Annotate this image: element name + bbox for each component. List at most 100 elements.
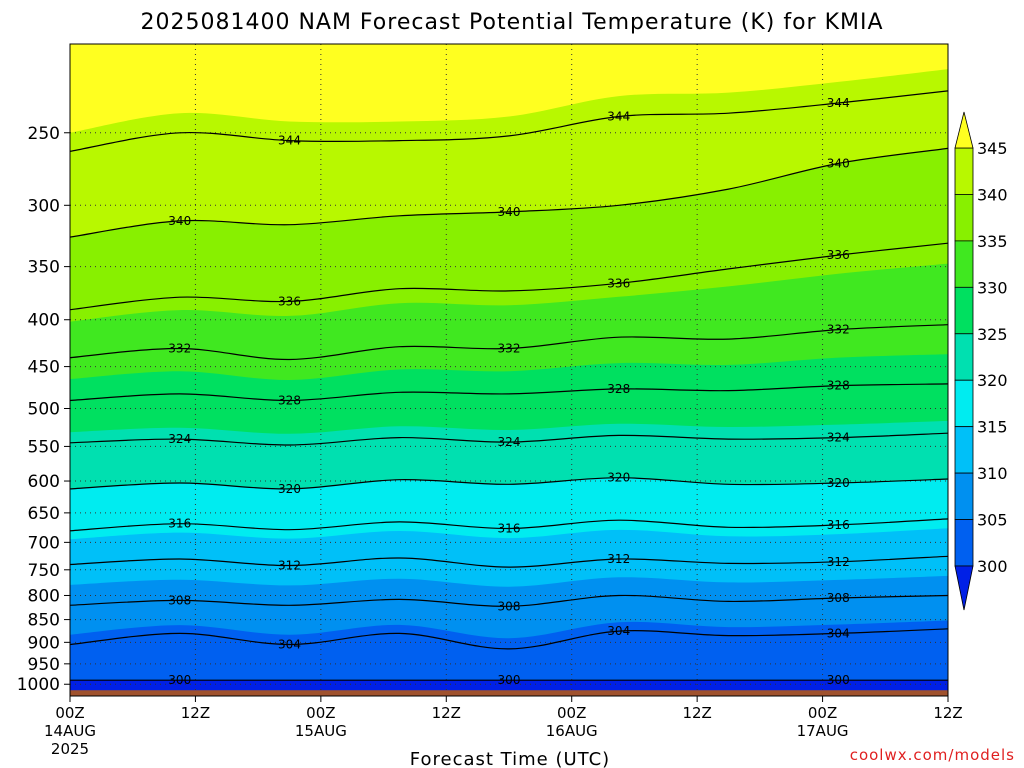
color-bands bbox=[70, 44, 948, 696]
contour-label: 308 bbox=[498, 599, 521, 613]
y-tick-label: 750 bbox=[28, 561, 60, 581]
x-axis-label: Forecast Time (UTC) bbox=[410, 749, 610, 768]
x-tick-year: 2025 bbox=[51, 740, 89, 758]
colorbar-tick-label: 310 bbox=[977, 464, 1008, 483]
colorbar-swatch bbox=[954, 426, 974, 474]
colorbar-tick-label: 330 bbox=[977, 278, 1008, 297]
colorbar-tick-label: 305 bbox=[977, 511, 1008, 530]
contour-308 bbox=[70, 594, 948, 607]
contour-label: 336 bbox=[607, 276, 630, 290]
y-tick-label: 850 bbox=[28, 611, 60, 631]
colorbar-tick-label: 320 bbox=[977, 371, 1008, 390]
contour-label: 320 bbox=[607, 471, 630, 485]
plot-frame bbox=[69, 43, 949, 697]
contour-label: 332 bbox=[168, 342, 191, 356]
contour-label: 324 bbox=[498, 435, 521, 449]
x-tick-label: 00Z bbox=[808, 704, 837, 722]
colorbar-swatch bbox=[954, 286, 974, 335]
y-tick-label: 450 bbox=[28, 358, 60, 378]
contour-label: 316 bbox=[498, 521, 521, 535]
contour-label: 328 bbox=[827, 379, 850, 393]
contour-304 bbox=[70, 628, 948, 650]
surface-strip bbox=[70, 690, 948, 696]
x-tick-label: 00Z bbox=[55, 704, 84, 722]
contour-336 bbox=[70, 242, 948, 311]
contour-316 bbox=[70, 518, 948, 532]
colorbar-swatch bbox=[954, 519, 974, 567]
y-tick-label: 950 bbox=[28, 655, 60, 675]
contour-label: 344 bbox=[278, 134, 301, 148]
x-tick-label: 12Z bbox=[181, 704, 210, 722]
x-tick-date: 17AUG bbox=[797, 722, 849, 740]
x-tick-date: 16AUG bbox=[546, 722, 598, 740]
contour-label: 340 bbox=[827, 156, 850, 170]
colorbar-tick-label: 340 bbox=[977, 185, 1008, 204]
contour-label: 320 bbox=[827, 476, 850, 490]
x-tick-date: 14AUG bbox=[44, 722, 96, 740]
contour-344 bbox=[70, 90, 948, 152]
colorbar-swatch bbox=[954, 240, 974, 288]
contour-label: 328 bbox=[278, 393, 301, 407]
colorbar-swatch bbox=[954, 194, 974, 242]
contour-label: 300 bbox=[168, 673, 191, 687]
credit-text: coolwx.com/models bbox=[850, 746, 1015, 764]
colorbar-tick-label: 315 bbox=[977, 418, 1008, 437]
x-tick-label: 00Z bbox=[557, 704, 586, 722]
y-tick-label: 700 bbox=[28, 533, 60, 553]
contour-label: 316 bbox=[827, 518, 850, 532]
contour-312 bbox=[70, 555, 948, 568]
contour-label: 312 bbox=[278, 559, 301, 573]
contour-label: 312 bbox=[827, 555, 850, 569]
contour-340 bbox=[70, 147, 948, 238]
x-tick-label: 12Z bbox=[682, 704, 711, 722]
colorbar-min-arrow bbox=[954, 565, 974, 611]
colorbar-swatch bbox=[954, 472, 974, 520]
band-above-345 bbox=[70, 44, 948, 133]
colorbar: 300 305 310 315 320 325 330 335 340 345 bbox=[954, 111, 1008, 611]
contour-label: 336 bbox=[827, 248, 850, 262]
x-tick-label: 12Z bbox=[933, 704, 962, 722]
y-tick-label: 500 bbox=[28, 400, 60, 420]
x-tick-label: 00Z bbox=[306, 704, 335, 722]
contour-324 bbox=[70, 432, 948, 446]
contour-label: 324 bbox=[168, 432, 191, 446]
colorbar-swatch bbox=[954, 333, 974, 381]
chart-title: 2025081400 NAM Forecast Potential Temper… bbox=[140, 10, 883, 35]
contour-label: 344 bbox=[607, 110, 630, 124]
contour-label: 340 bbox=[498, 205, 521, 219]
x-tick-date: 15AUG bbox=[295, 722, 347, 740]
contour-320 bbox=[70, 477, 948, 490]
colorbar-tick-label: 335 bbox=[977, 232, 1008, 251]
y-tick-label: 550 bbox=[28, 437, 60, 457]
y-tick-label: 600 bbox=[28, 472, 60, 492]
contour-328 bbox=[70, 383, 948, 402]
contour-label: 336 bbox=[278, 294, 301, 308]
y-tick-label: 900 bbox=[28, 633, 60, 653]
y-tick-label: 300 bbox=[28, 196, 60, 216]
y-tick-label: 400 bbox=[28, 311, 60, 331]
x-tick-label: 12Z bbox=[432, 704, 461, 722]
contour-label: 316 bbox=[168, 517, 191, 531]
y-tick-label: 650 bbox=[28, 504, 60, 524]
contour-label: 304 bbox=[278, 638, 301, 652]
contour-label: 304 bbox=[827, 626, 850, 640]
contour-label: 344 bbox=[827, 96, 850, 110]
contour-label: 332 bbox=[498, 342, 521, 356]
y-axis: 2503003504004505005506006507007508008509… bbox=[17, 124, 70, 695]
contour-label: 300 bbox=[498, 673, 521, 687]
contour-332 bbox=[70, 324, 948, 361]
y-tick-label: 1000 bbox=[17, 675, 60, 695]
surface-ground bbox=[70, 690, 948, 696]
colorbar-tick-label: 325 bbox=[977, 325, 1008, 344]
contour-label: 312 bbox=[607, 552, 630, 566]
contour-label: 320 bbox=[278, 482, 301, 496]
contour-label: 324 bbox=[827, 431, 850, 445]
contour-label: 300 bbox=[827, 673, 850, 687]
colorbar-swatch bbox=[954, 147, 974, 195]
contour-label: 340 bbox=[168, 214, 191, 228]
contour-labels: 300 300 300 304 304 304 308 308 308 312 312 312 316 3… bbox=[168, 96, 849, 687]
contour-label: 308 bbox=[827, 591, 850, 605]
y-tick-label: 250 bbox=[28, 124, 60, 144]
